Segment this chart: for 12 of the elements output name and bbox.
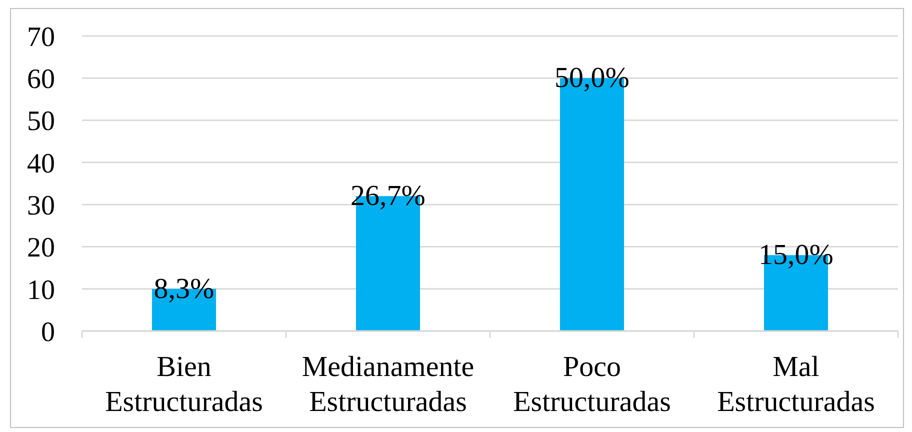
y-tick-label: 10 <box>27 274 55 306</box>
y-tick-label: 60 <box>27 64 55 96</box>
y-tick-label: 20 <box>27 232 55 264</box>
x-tick-label: Poco Estructuradas <box>513 351 671 418</box>
x-tick-label: Bien Estructuradas <box>105 351 263 418</box>
y-tick-label: 50 <box>27 106 55 138</box>
x-tick-label: Medianamente Estructuradas <box>302 351 474 418</box>
y-tick-label: 40 <box>27 148 55 180</box>
y-tick-label: 30 <box>27 190 55 222</box>
y-tick-label: 0 <box>41 316 55 348</box>
x-tick-label: Mal Estructuradas <box>717 351 875 418</box>
y-tick-label: 70 <box>27 22 55 53</box>
